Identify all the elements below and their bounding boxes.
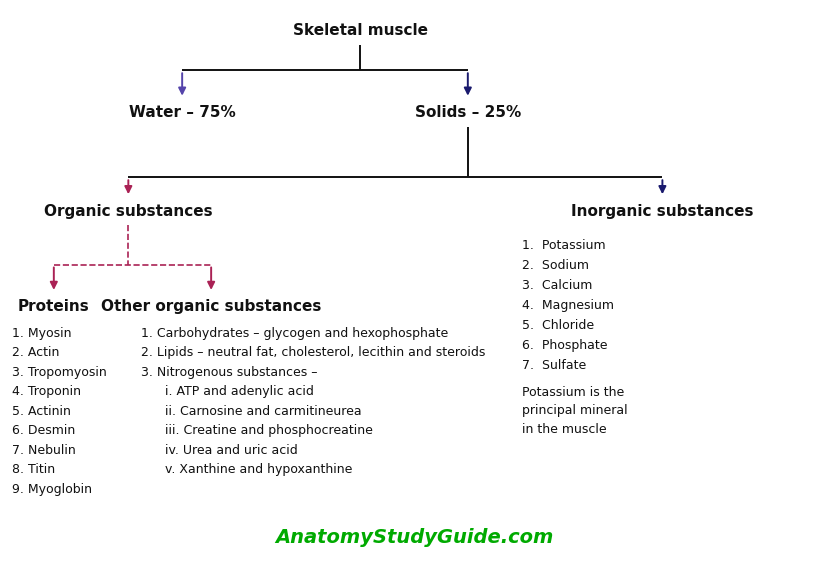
Text: AnatomyStudyGuide.com: AnatomyStudyGuide.com (275, 528, 552, 547)
Text: Skeletal muscle: Skeletal muscle (292, 24, 428, 38)
Text: Inorganic substances: Inorganic substances (571, 204, 753, 218)
Text: 1. Carbohydrates – glycogen and hexophosphate
2. Lipids – neutral fat, cholester: 1. Carbohydrates – glycogen and hexophos… (141, 327, 485, 476)
Text: Potassium is the
principal mineral
in the muscle: Potassium is the principal mineral in th… (521, 386, 627, 436)
Text: Proteins: Proteins (18, 300, 89, 314)
Text: Solids – 25%: Solids – 25% (414, 105, 520, 120)
Text: Water – 75%: Water – 75% (129, 105, 235, 120)
Text: 1. Myosin
2. Actin
3. Tropomyosin
4. Troponin
5. Actinin
6. Desmin
7. Nebulin
8.: 1. Myosin 2. Actin 3. Tropomyosin 4. Tro… (12, 327, 107, 495)
Text: 1.  Potassium
2.  Sodium
3.  Calcium
4.  Magnesium
5.  Chloride
6.  Phosphate
7.: 1. Potassium 2. Sodium 3. Calcium 4. Mag… (521, 239, 613, 372)
Text: Organic substances: Organic substances (44, 204, 213, 218)
Text: Other organic substances: Other organic substances (101, 300, 321, 314)
